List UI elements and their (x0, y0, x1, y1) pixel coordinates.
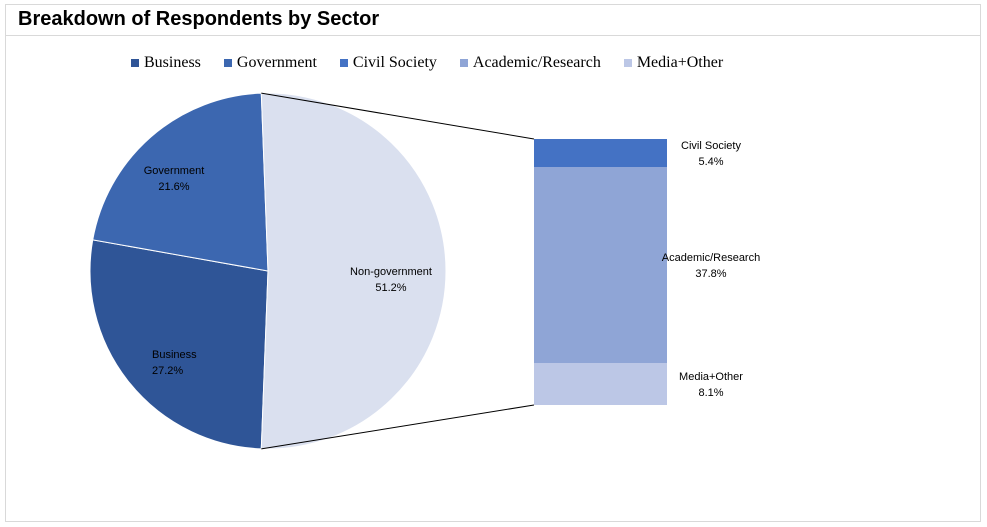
bar-label-media-other: Media+Other 8.1% (679, 371, 743, 399)
chart-title: Breakdown of Respondents by Sector (18, 8, 380, 30)
connector-line-bottom (261, 404, 535, 450)
bar-label-civil-society: Civil Society 5.4% (681, 140, 741, 168)
chart-legend: Business Government Civil Society Academic/… (131, 53, 746, 73)
legend-label-civil-society: Civil Society (352, 54, 437, 71)
bar-label-academic-research: Academic/Research 37.8% (662, 252, 760, 280)
legend-swatch-media-other (623, 59, 632, 67)
legend-label-government: Government (236, 54, 317, 71)
legend-item-government: Government (223, 54, 317, 72)
bar-segment-media-other (534, 363, 667, 405)
pie-slice-non-government (260, 92, 447, 450)
legend-item-academic-research: Academic/Research (459, 54, 601, 72)
title-bar: Breakdown of Respondents by Sector (6, 5, 980, 36)
connector-line-top (261, 92, 535, 140)
pie-label-government: Government 21.6% (144, 165, 205, 193)
bar-segment-academic-research (534, 167, 667, 363)
legend-item-business: Business (131, 54, 201, 72)
bar-segment-civil-society (534, 139, 667, 167)
legend-swatch-business (131, 59, 139, 67)
legend-item-media-other: Media+Other (623, 54, 724, 72)
pie-slice-government (92, 92, 269, 272)
legend-swatch-academic-research (459, 59, 468, 67)
pie-label-business: Business 27.2% (152, 349, 197, 377)
pie-slice-business (89, 239, 269, 450)
legend-label-business: Business (144, 54, 201, 71)
pie-label-non-government: Non-government 51.2% (350, 266, 432, 294)
legend-swatch-civil-society (339, 59, 348, 67)
legend-swatch-government (223, 59, 232, 67)
legend-label-media-other: Media+Other (636, 54, 724, 71)
legend-label-academic-research: Academic/Research (472, 54, 601, 71)
legend-item-civil-society: Civil Society (339, 54, 437, 72)
